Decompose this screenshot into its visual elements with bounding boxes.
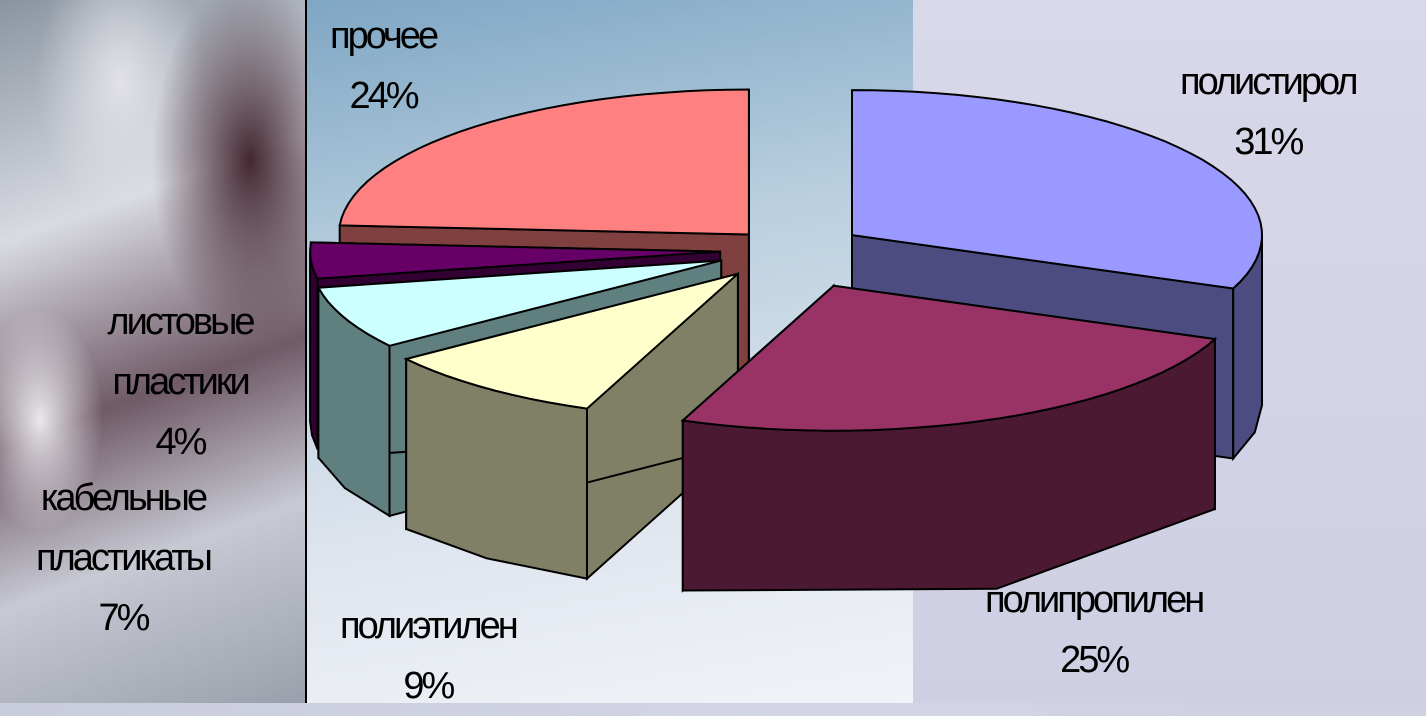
pie-slice-sheet-plastics: [309, 241, 721, 280]
label-polyethylene: полиэтилен 9%: [340, 596, 519, 716]
label-cable-plastics-value: 7%: [98, 597, 151, 639]
label-sheet-plastics: листовые пластики 4%: [80, 292, 280, 472]
label-polystyrene-value: 31%: [1234, 121, 1304, 163]
label-other: прочее 24%: [330, 6, 439, 126]
label-other-value: 24%: [349, 75, 420, 117]
pie-slice-polyethylene: [403, 272, 739, 410]
label-polypropylene: полипропилен 25%: [985, 570, 1205, 690]
pie-slice-polystyrene: [851, 89, 1264, 290]
label-polypropylene-value: 25%: [1060, 639, 1130, 681]
vertical-divider: [305, 0, 307, 703]
label-polypropylene-name: полипропилен: [985, 579, 1205, 621]
label-cable-plastics-name: кабельные пластикаты: [36, 477, 213, 579]
label-polystyrene-name: полистирол: [1180, 61, 1359, 103]
label-polyethylene-value: 9%: [403, 665, 455, 707]
label-polystyrene: полистирол 31%: [1180, 52, 1359, 172]
label-cable-plastics: кабельные пластикаты 7%: [8, 468, 238, 648]
label-other-name: прочее: [330, 15, 439, 57]
label-sheet-plastics-name: листовые пластики: [107, 301, 255, 403]
label-sheet-plastics-value: 4%: [155, 421, 208, 463]
pie-slice-sheet-plastics-wall: [309, 251, 319, 450]
label-polyethylene-name: полиэтилен: [340, 605, 519, 647]
pie-slice-polypropylene: [680, 284, 1218, 432]
pie-slice-other: [338, 88, 750, 236]
pie-slice-cable-plastics: [316, 259, 722, 347]
background-photo: [0, 0, 306, 703]
